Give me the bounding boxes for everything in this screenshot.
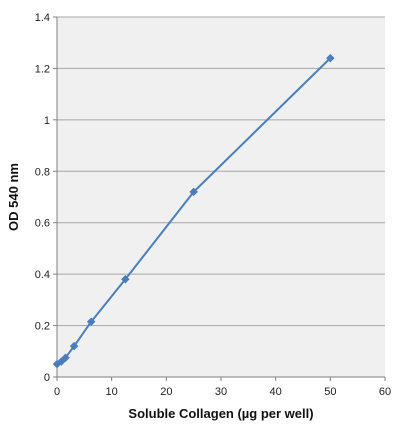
y-tick-label: 0 [44,372,50,384]
y-tick-label: 0.8 [35,166,50,178]
y-tick-label: 0.4 [35,269,50,281]
data-point-marker [120,274,130,284]
y-tick-label: 0.2 [35,321,50,333]
tick-layer: 0 0.2 0.4 0.6 0.8 1 1.2 1.4 0 10 20 30 40 50 60 [35,12,391,398]
x-tick-label: 60 [379,386,391,398]
x-tick-label: 20 [160,386,172,398]
y-tick-label: 0.6 [35,218,50,230]
series-layer [52,53,335,369]
plot-area [57,17,385,377]
y-tick-label: 1.4 [35,12,50,24]
y-tick-label: 1.2 [35,63,50,75]
x-tick-label: 10 [106,386,118,398]
x-tick-label: 40 [270,386,282,398]
x-tick-label: 0 [54,386,60,398]
x-axis-title: Soluble Collagen (µg per well) [128,406,313,421]
y-axis-title: OD 540 nm [6,163,21,231]
plot-layer [53,16,386,381]
data-point-marker [69,341,79,351]
data-point-marker [189,187,199,197]
x-tick-label: 50 [324,386,336,398]
x-tick-label: 30 [215,386,227,398]
data-point-marker [61,353,70,363]
data-point-marker [325,53,335,63]
data-point-marker [86,317,96,327]
y-tick-label: 1 [44,115,50,127]
